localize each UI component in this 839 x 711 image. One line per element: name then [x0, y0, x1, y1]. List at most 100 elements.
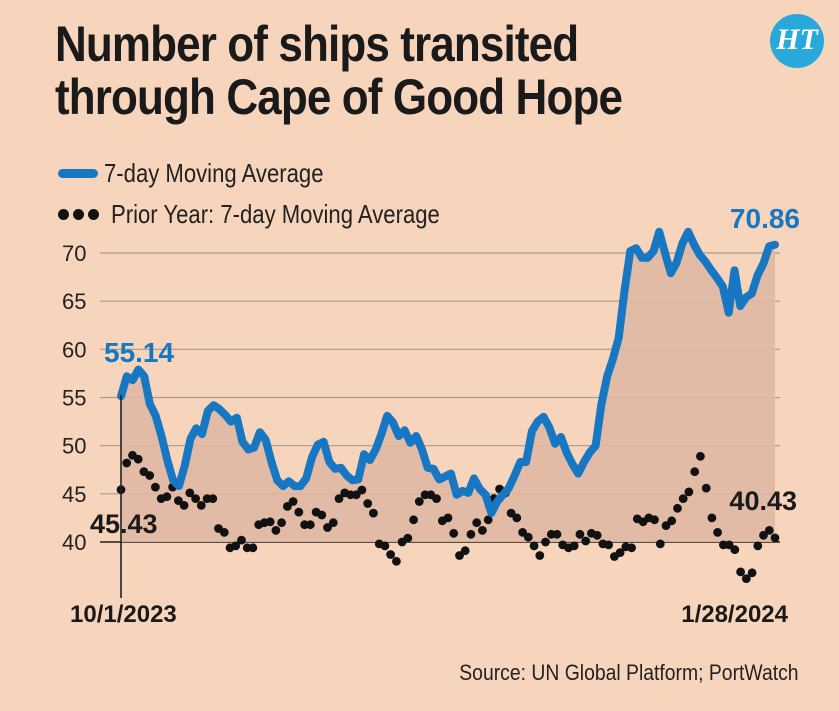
x-tick-start: 10/1/2023: [70, 601, 177, 628]
prior-year-point: [730, 545, 740, 555]
prior-year-point: [185, 488, 195, 498]
prior-year-point: [334, 494, 344, 503]
legend-dots-swatch-icon: [58, 208, 103, 220]
prior-year-point: [759, 530, 768, 540]
prior-year-point: [265, 517, 275, 527]
y-tick-label: 40: [62, 530, 86, 555]
y-tick-labels: 40 45 50 55 60 65 70: [62, 241, 86, 555]
prior-year-point: [162, 492, 172, 502]
prior-year-point: [523, 532, 533, 542]
prior-year-point: [369, 508, 378, 518]
title-line-2: through Cape of Good Hope: [55, 69, 623, 125]
prior-year-point: [512, 513, 522, 523]
prior-year-point: [529, 541, 539, 551]
prior-year-point: [328, 518, 338, 528]
prior-year-point: [403, 533, 413, 543]
prior-year-point: [380, 541, 390, 551]
prior-year-point: [707, 513, 717, 523]
prior-year-point: [443, 513, 453, 523]
prior-year-point: [678, 494, 688, 503]
y-tick-label: 60: [62, 337, 86, 362]
prior-year-point: [432, 494, 441, 503]
legend-line-swatch-icon: [58, 168, 98, 178]
prior-year-point: [449, 528, 459, 538]
prior-year-point: [288, 497, 298, 506]
prior-year-point: [684, 487, 694, 497]
prior-year-point: [151, 482, 160, 492]
prior-year-point: [690, 467, 700, 477]
y-tick-label: 50: [62, 434, 86, 459]
prior-year-point: [386, 550, 395, 559]
prior-year-point: [569, 541, 579, 551]
prior-year-point: [277, 518, 286, 528]
prior-year-point: [357, 485, 367, 495]
label-prior-end: 40.43: [729, 486, 797, 516]
prior-year-point: [363, 499, 373, 508]
prior-year-point: [604, 540, 613, 550]
prior-year-point: [145, 471, 155, 480]
legend-prior: Prior Year: 7-day Moving Average: [58, 199, 498, 229]
prior-year-point: [552, 529, 562, 539]
prior-year-point: [237, 535, 246, 545]
prior-year-point: [713, 528, 722, 537]
prior-year-point: [650, 515, 659, 525]
prior-year-point: [219, 528, 229, 537]
prior-year-point: [747, 568, 757, 578]
prior-year-point: [271, 526, 281, 535]
prior-year-point: [305, 520, 315, 530]
y-tick-label: 45: [62, 482, 86, 507]
prior-year-point: [472, 518, 482, 528]
prior-year-point: [294, 507, 304, 517]
x-tick-end: 1/28/2024: [681, 601, 788, 628]
title-line-1: Number of ships transited: [55, 16, 579, 72]
legend-current-label: 7-day Moving Average: [104, 157, 324, 188]
label-prior-start: 45.43: [90, 509, 158, 539]
prior-year-point: [460, 546, 470, 556]
prior-year-point: [191, 494, 201, 503]
prior-year-point: [317, 510, 327, 520]
prior-year-point: [581, 536, 591, 546]
prior-year-point: [122, 458, 132, 468]
prior-year-point: [753, 541, 763, 551]
y-tick-label: 70: [62, 241, 86, 266]
source-note: Source: UN Global Platform; PortWatch: [459, 660, 799, 685]
y-tick-label: 55: [62, 386, 86, 411]
prior-year-point: [466, 529, 476, 539]
prior-year-point: [283, 502, 292, 511]
prior-year-point: [592, 530, 602, 540]
prior-year-point: [764, 526, 774, 535]
prior-year-point: [615, 548, 625, 557]
prior-year-point: [179, 501, 189, 510]
prior-year-point: [208, 494, 218, 503]
prior-year-point: [541, 537, 550, 547]
legend-current: 7-day Moving Average: [58, 158, 362, 188]
prior-year-point: [667, 516, 677, 526]
prior-year-point: [575, 529, 585, 539]
prior-year-point: [535, 551, 545, 560]
prior-year-point: [655, 539, 665, 549]
current-area: [121, 231, 775, 543]
prior-year-point: [323, 523, 332, 532]
prior-year-point: [483, 515, 493, 525]
prior-year-point: [673, 503, 682, 513]
ht-logo: HT: [770, 14, 824, 68]
prior-year-point: [627, 543, 636, 553]
chart-title: Number of ships transited through Cape o…: [55, 18, 671, 124]
prior-year-point: [231, 541, 241, 551]
prior-year-point: [414, 497, 424, 506]
prior-year-point: [196, 501, 206, 510]
y-tick-label: 65: [62, 289, 86, 314]
prior-year-point: [736, 567, 745, 577]
current-line: [117, 227, 779, 518]
prior-year-point: [770, 533, 780, 543]
prior-year-point: [478, 526, 487, 535]
prior-year-point: [133, 454, 143, 464]
label-current-end: 70.86: [730, 203, 800, 234]
prior-year-point: [392, 556, 401, 566]
prior-year-point: [701, 483, 711, 493]
prior-year-point: [409, 515, 418, 525]
prior-year-point: [248, 543, 258, 553]
prior-year-point: [741, 574, 751, 583]
label-current-start: 55.14: [104, 337, 174, 368]
